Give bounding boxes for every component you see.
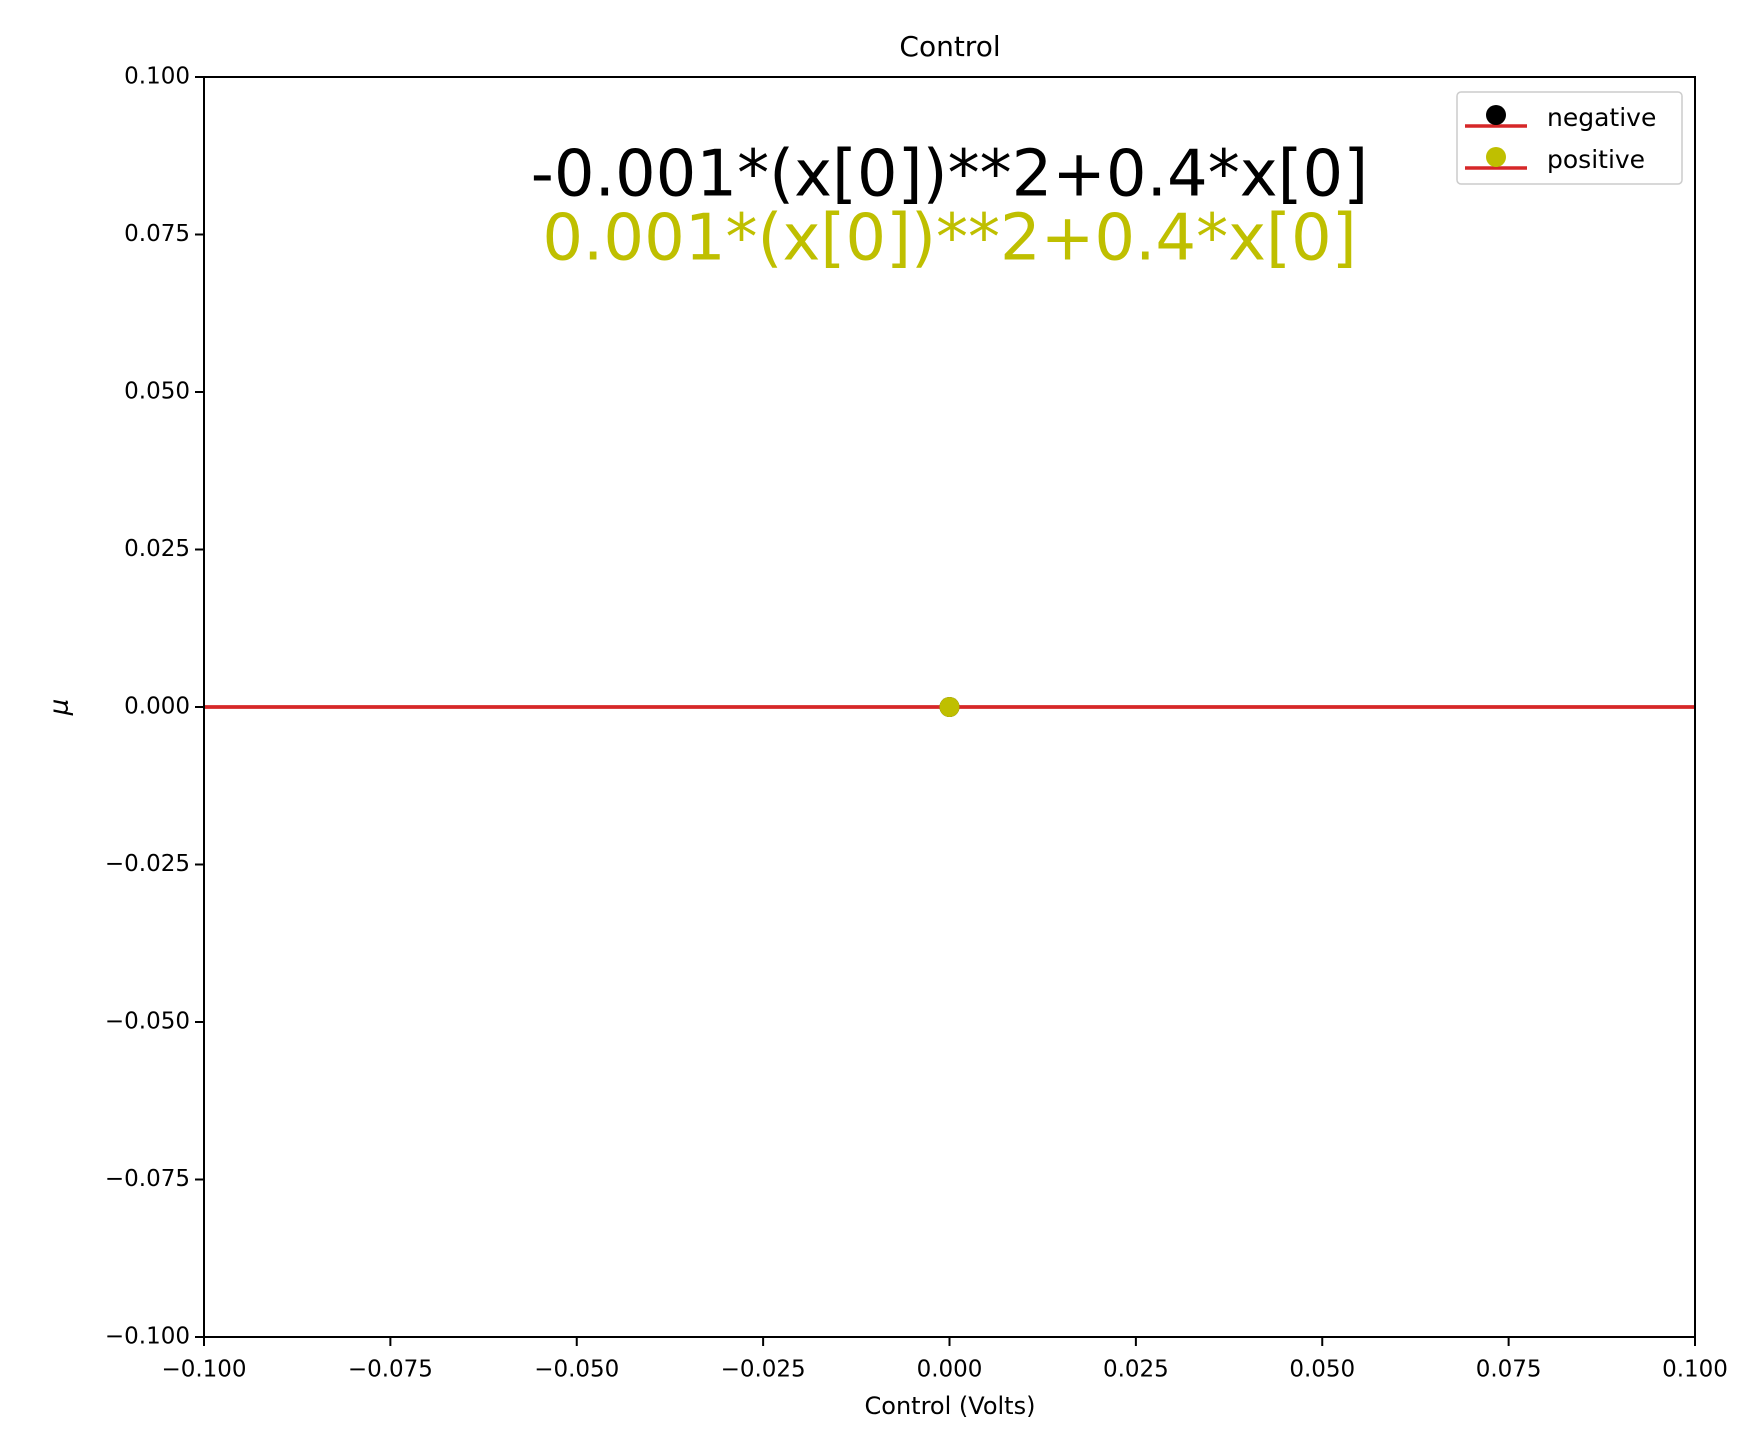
y-tick-label: −0.075 — [105, 1166, 190, 1192]
x-axis-label: Control (Volts) — [865, 1392, 1036, 1420]
y-tick-label: 0.025 — [124, 536, 190, 562]
y-tick-label: 0.000 — [124, 694, 190, 720]
legend-label: negative — [1547, 103, 1656, 132]
annotation: 0.001*(x[0])**2+0.4*x[0] — [542, 202, 1356, 276]
y-tick-label: 0.075 — [124, 221, 190, 247]
x-tick-label: −0.075 — [348, 1357, 433, 1383]
legend-marker — [1486, 147, 1506, 167]
y-tick-label: −0.100 — [105, 1324, 190, 1350]
y-axis-label: μ — [45, 699, 75, 717]
plot-frame — [203, 76, 1696, 1338]
y-tick-label: −0.025 — [105, 851, 190, 877]
y-tick-label: −0.050 — [105, 1009, 190, 1035]
chart-title: Control — [899, 30, 1000, 63]
x-tick-label: −0.100 — [161, 1357, 246, 1383]
y-tick-label: 0.100 — [124, 64, 190, 90]
legend-label: positive — [1547, 145, 1645, 174]
x-tick-label: 0.050 — [1289, 1357, 1355, 1383]
x-tick-label: 0.025 — [1103, 1357, 1169, 1383]
legend-box — [1456, 91, 1683, 185]
x-tick-label: 0.000 — [917, 1357, 983, 1383]
legend-marker — [1486, 105, 1506, 125]
x-tick-label: 0.075 — [1476, 1357, 1542, 1383]
x-tick-label: 0.100 — [1662, 1357, 1728, 1383]
annotation: -0.001*(x[0])**2+0.4*x[0] — [531, 138, 1368, 212]
y-tick-label: 0.050 — [124, 379, 190, 405]
x-tick-label: −0.025 — [721, 1357, 806, 1383]
x-tick-label: −0.050 — [534, 1357, 619, 1383]
point — [939, 697, 960, 717]
